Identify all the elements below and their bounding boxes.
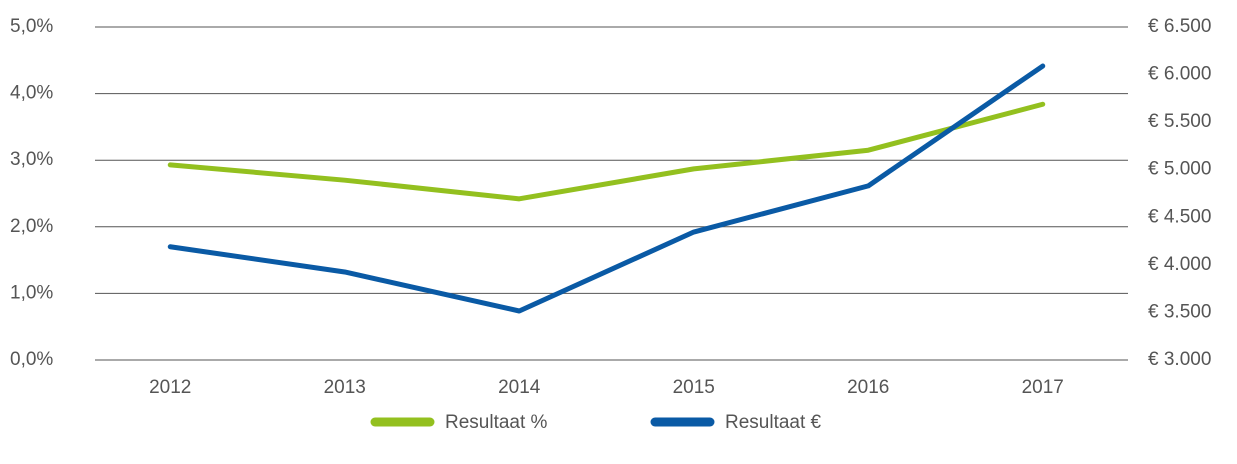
y-tick-label: 0,0% [10,349,53,370]
x-tick-label: 2012 [149,377,191,398]
y2-tick-label: € 3.500 [1148,301,1211,322]
series-line [167,63,1046,314]
x-tick-label: 2014 [498,377,541,398]
y2-tick-label: € 5.500 [1148,111,1211,132]
legend-label: Resultaat % [445,412,548,433]
y-tick-label: 3,0% [10,149,53,170]
y-tick-label: 1,0% [10,282,53,303]
y-tick-label: 5,0% [10,16,53,37]
x-tick-label: 2013 [324,377,366,398]
y2-tick-label: € 6.500 [1148,16,1211,37]
series-line [167,101,1046,202]
x-tick-label: 2016 [847,377,889,398]
y-tick-label: 2,0% [10,216,53,237]
legend-label: Resultaat € [725,412,822,433]
y2-tick-label: € 5.000 [1148,159,1211,180]
y2-tick-label: € 3.000 [1148,349,1211,370]
y2-tick-label: € 6.000 [1148,64,1211,85]
y2-tick-label: € 4.500 [1148,206,1211,227]
y-tick-label: 4,0% [10,83,53,104]
x-tick-label: 2015 [673,377,715,398]
y2-tick-label: € 4.000 [1148,254,1211,275]
x-tick-label: 2017 [1022,377,1064,398]
